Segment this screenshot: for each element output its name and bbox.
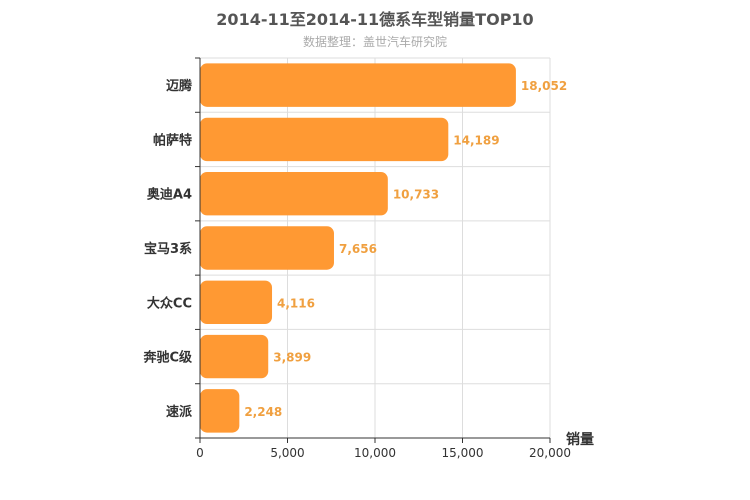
- category-label: 帕萨特: [153, 132, 192, 148]
- x-tick-label: 10,000: [354, 446, 396, 460]
- bar: [200, 226, 334, 270]
- category-label: 迈腾: [166, 78, 193, 94]
- category-label: 速派: [166, 404, 193, 420]
- value-label: 10,733: [393, 188, 439, 202]
- value-label: 3,899: [273, 351, 311, 365]
- value-label: 18,052: [521, 79, 567, 93]
- bar: [200, 334, 269, 379]
- x-tick-label: 20,000: [529, 446, 571, 460]
- chart-title: 2014-11至2014-11德系车型销量TOP10: [216, 10, 534, 29]
- bar: [200, 172, 388, 216]
- x-tick-label: 5,000: [270, 446, 304, 460]
- x-tick-label: 15,000: [442, 446, 484, 460]
- value-label: 4,116: [277, 296, 315, 310]
- category-label: 奥迪A4: [147, 187, 192, 203]
- bar: [200, 280, 273, 324]
- bar: [200, 63, 516, 107]
- value-label: 2,248: [244, 405, 282, 419]
- bar: [200, 389, 240, 433]
- bars: 18,052 14,189 10,733 7,656 4,116 3,899 2,248: [200, 63, 567, 433]
- category-label: 奔驰C级: [142, 350, 193, 366]
- x-axis-title: 销量: [566, 431, 594, 448]
- category-label: 大众CC: [147, 295, 192, 311]
- chart-subtitle: 数据整理：盖世汽车研究院: [302, 35, 447, 49]
- value-label: 7,656: [339, 242, 377, 256]
- x-tick-label: 0: [196, 446, 204, 460]
- category-label: 宝马3系: [144, 241, 192, 257]
- value-label: 14,189: [453, 133, 499, 147]
- bar: [200, 117, 449, 162]
